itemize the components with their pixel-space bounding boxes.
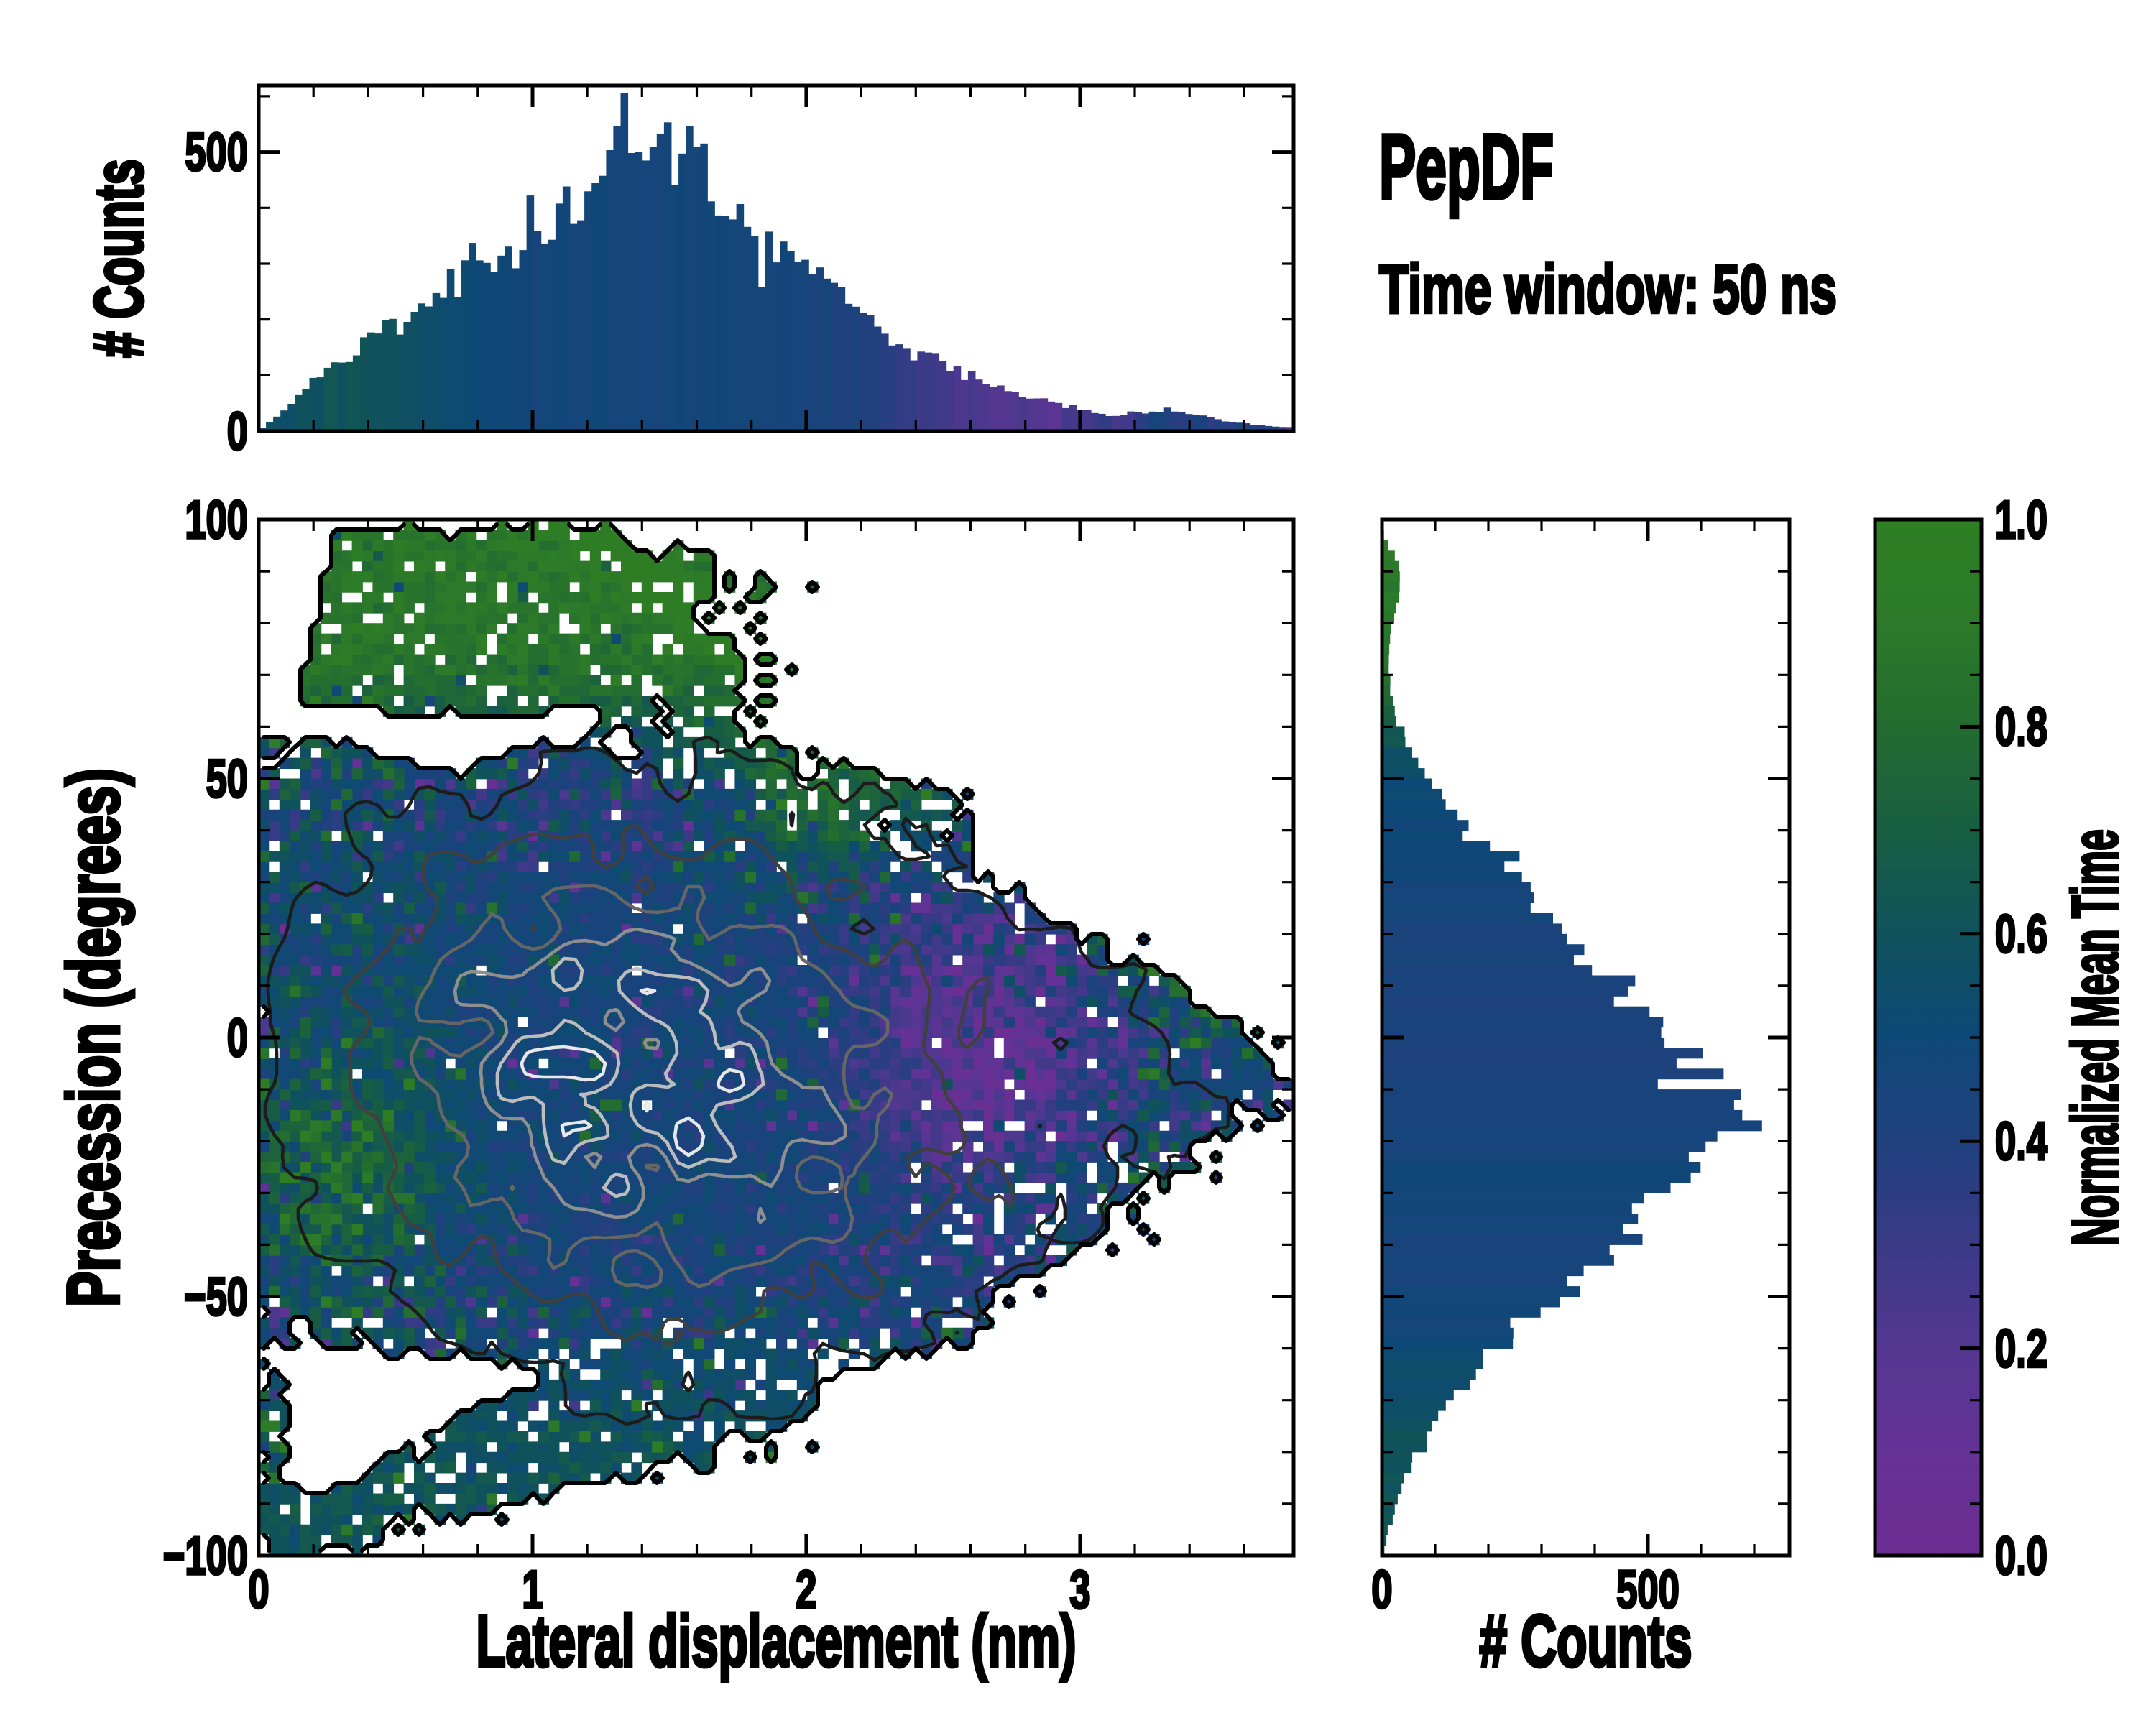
svg-text:0: 0 <box>248 1559 269 1620</box>
svg-text:−100: −100 <box>163 1525 248 1586</box>
svg-text:100: 100 <box>185 489 248 550</box>
svg-text:Normalized Mean Time: Normalized Mean Time <box>2060 829 2132 1246</box>
svg-text:500: 500 <box>185 121 248 182</box>
svg-text:0: 0 <box>227 401 248 461</box>
svg-text:50: 50 <box>206 748 248 808</box>
svg-text:Lateral displacement (nm): Lateral displacement (nm) <box>476 1600 1077 1682</box>
svg-text:0.0: 0.0 <box>1995 1525 2047 1586</box>
svg-text:PepDF: PepDF <box>1379 116 1554 218</box>
svg-text:Precession (degrees): Precession (degrees) <box>52 768 134 1307</box>
svg-text:# Counts: # Counts <box>1480 1600 1692 1682</box>
svg-text:0.4: 0.4 <box>1995 1111 2047 1171</box>
svg-text:0.2: 0.2 <box>1995 1318 2047 1378</box>
svg-text:0.8: 0.8 <box>1995 696 2047 757</box>
svg-text:3: 3 <box>1069 1559 1090 1620</box>
svg-text:−50: −50 <box>184 1266 248 1326</box>
svg-text:0: 0 <box>227 1007 248 1068</box>
svg-text:2: 2 <box>796 1559 816 1620</box>
svg-text:500: 500 <box>1616 1559 1680 1620</box>
svg-text:0.6: 0.6 <box>1995 904 2047 964</box>
svg-text:1.0: 1.0 <box>1995 489 2047 550</box>
svg-text:# Counts: # Counts <box>80 160 157 358</box>
svg-text:0: 0 <box>1371 1559 1392 1620</box>
svg-text:Time window: 50 ns: Time window: 50 ns <box>1379 251 1837 328</box>
svg-text:1: 1 <box>522 1559 543 1620</box>
